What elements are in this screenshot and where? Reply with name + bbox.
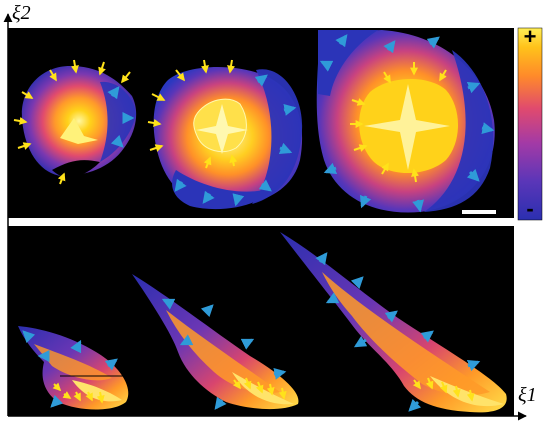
vertical-axis-label: ξ2 — [12, 2, 31, 24]
row-divider — [8, 218, 514, 226]
colorbar-min-symbol: - — [526, 196, 534, 221]
colorbar — [517, 27, 543, 221]
top-panel-2 — [147, 59, 303, 210]
horizontal-axis-label: ξ1 — [518, 384, 537, 406]
bottom-panel-3 — [280, 232, 507, 413]
top-panel-3 — [316, 30, 496, 214]
colorbar-max-symbol: + — [523, 24, 537, 49]
top-panel-1 — [13, 59, 137, 185]
bottom-panel-2 — [132, 274, 299, 410]
bottom-panel-1 — [18, 326, 129, 410]
